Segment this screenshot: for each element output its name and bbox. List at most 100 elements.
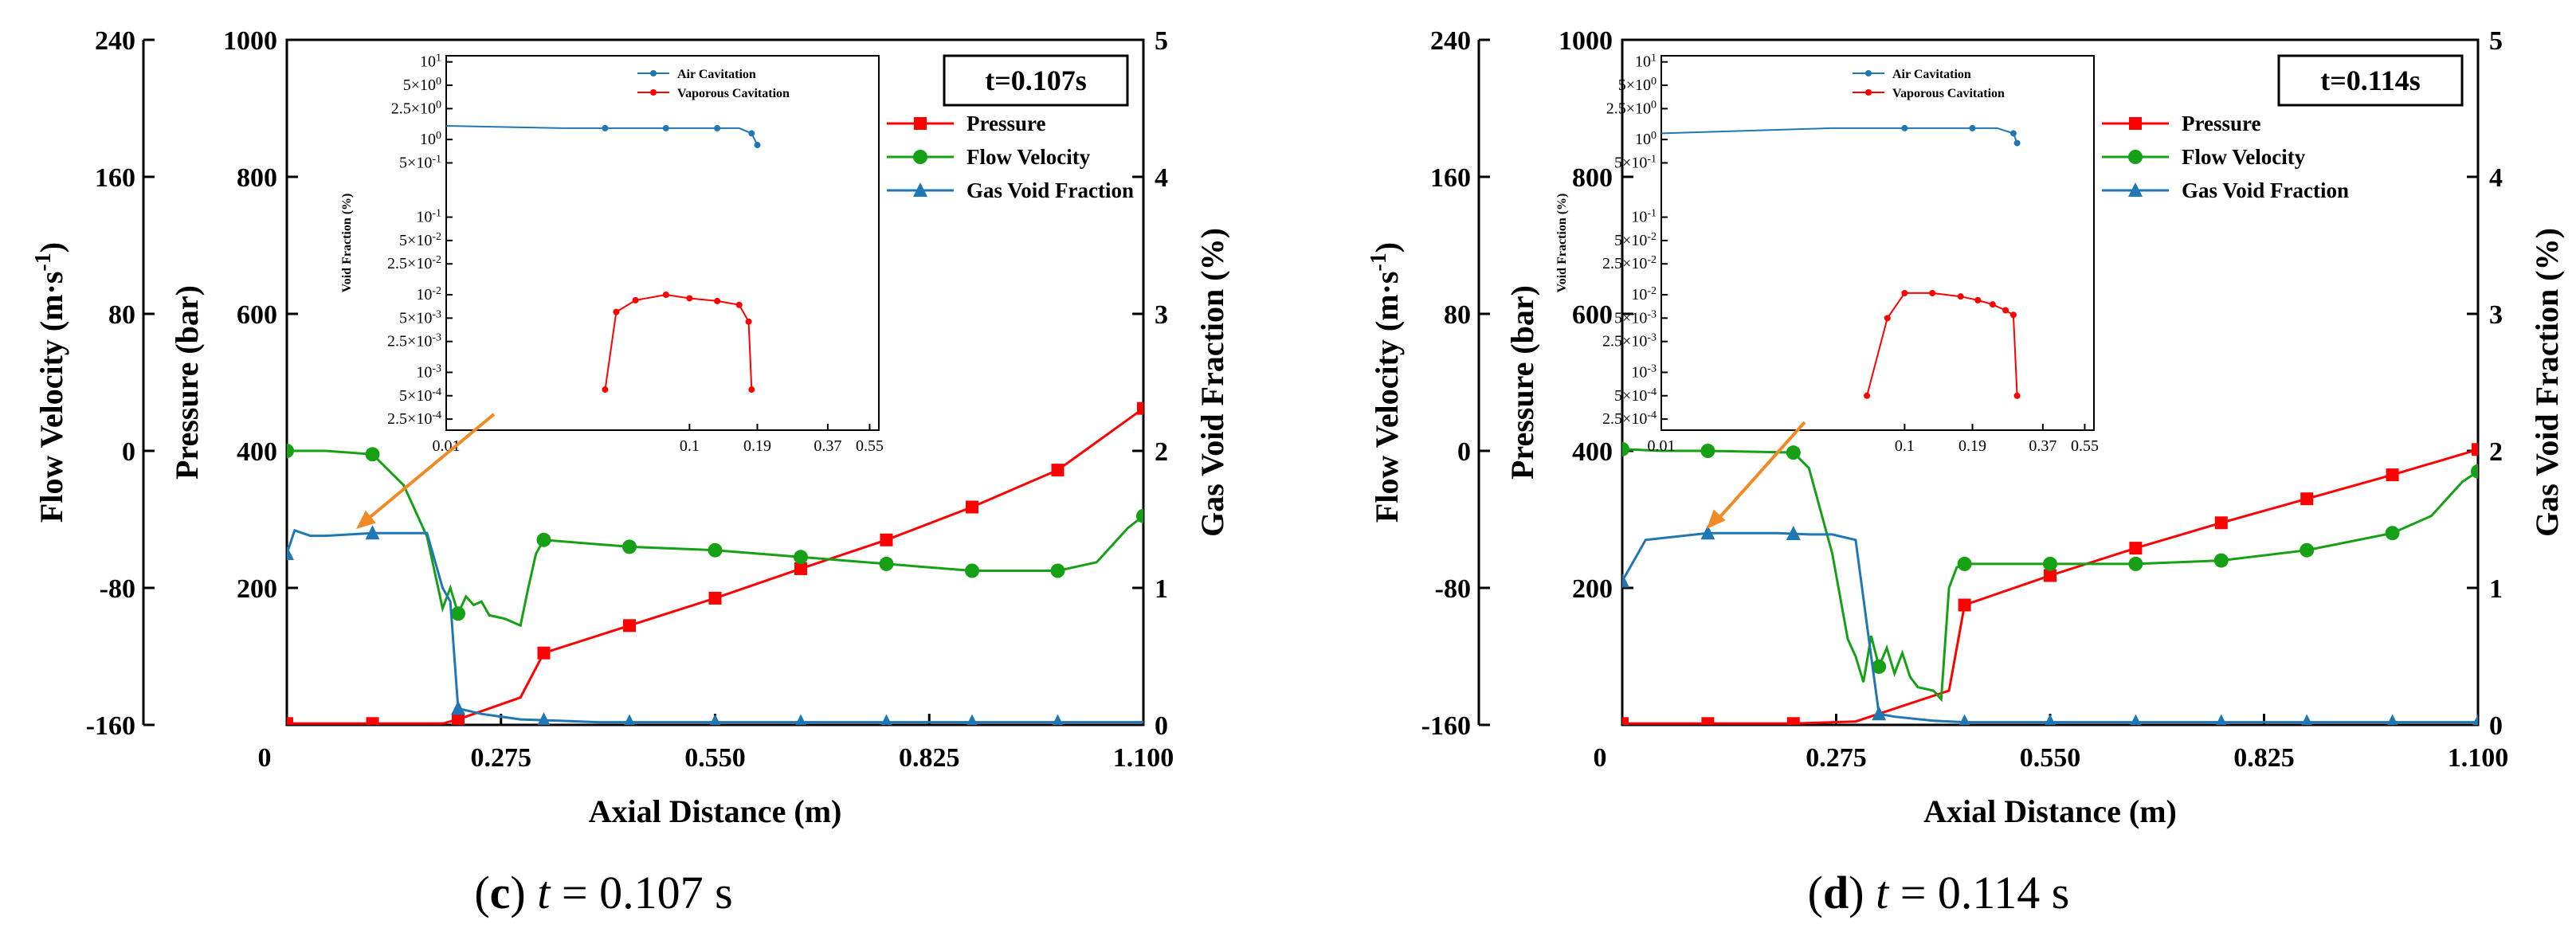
void-marker — [365, 525, 380, 540]
pressure-marker — [287, 717, 293, 725]
inset-data-point — [1989, 301, 1996, 308]
inset-x-tick-label: 0.01 — [1648, 437, 1676, 455]
inset-legend-marker — [1865, 70, 1872, 76]
inset-y-tick-label: 2.5×100 — [1606, 99, 1657, 118]
pressure-marker — [1622, 717, 1629, 725]
velocity-tick-label: -80 — [1435, 574, 1471, 604]
inset-data-point — [714, 297, 721, 304]
inset-x-tick-label: 0.1 — [1895, 437, 1915, 455]
series-line-pressure — [1622, 448, 2478, 725]
inset-y-tick-label: 10-1 — [416, 207, 441, 226]
velocity-tick-label: 160 — [1430, 163, 1471, 193]
velocity-tick-label: 240 — [1430, 26, 1471, 56]
x-tick-label: 0 — [258, 743, 272, 773]
pressure-marker — [1701, 717, 1715, 725]
pressure-marker — [708, 591, 722, 605]
inset-x-tick-label: 0.37 — [2029, 437, 2056, 455]
void-tick-label: 0 — [1155, 711, 1168, 741]
inset-x-tick-label: 0.1 — [680, 437, 700, 455]
velocity-marker — [2128, 556, 2143, 571]
inset-data-point — [613, 308, 620, 315]
velocity-marker — [1786, 445, 1801, 460]
void-tick-label: 1 — [1155, 574, 1168, 604]
x-tick-label: 0.825 — [899, 743, 960, 773]
inset-data-point — [686, 295, 693, 302]
legend-marker — [914, 117, 927, 130]
velocity-axis-title: Flow Velocity (m·s-1) — [31, 242, 70, 523]
pressure-marker — [1137, 401, 1143, 415]
velocity-tick-label: -80 — [100, 574, 135, 604]
inset-y-tick-label: 2.5×100 — [391, 99, 441, 118]
pressure-marker — [794, 562, 807, 575]
inset-x-tick-label: 0.37 — [814, 437, 841, 455]
pressure-marker — [366, 717, 379, 725]
pressure-marker — [2472, 443, 2478, 456]
velocity-marker — [536, 532, 551, 547]
inset-series-line — [1866, 292, 2018, 397]
velocity-marker — [2471, 464, 2478, 479]
inset-y-tick-label: 10-3 — [416, 362, 441, 382]
velocity-tick-label: 0 — [1457, 437, 1471, 467]
inset-y-tick-label: 101 — [1635, 52, 1657, 71]
inset-x-tick-label: 0.19 — [1958, 437, 1986, 455]
pressure-marker — [880, 533, 893, 546]
time-label: t=0.107s — [985, 65, 1087, 96]
void-tick-label: 4 — [2489, 163, 2503, 193]
legend: Pressure Flow Velocity Gas Void Fraction — [2102, 112, 2349, 202]
void-marker — [1622, 573, 1629, 588]
velocity-marker — [1136, 508, 1143, 523]
velocity-marker — [879, 556, 894, 571]
void-marker — [709, 714, 721, 725]
inset-y-tick-label: 10-1 — [1631, 207, 1657, 226]
pressure-marker — [1786, 717, 1800, 725]
time-label-box: t=0.114s — [2277, 54, 2464, 107]
series-line-velocity — [1622, 448, 2478, 703]
velocity-marker — [2300, 542, 2315, 558]
inset-data-point — [735, 301, 743, 308]
velocity-marker — [451, 606, 465, 621]
pressure-marker — [1958, 598, 1971, 612]
velocity-marker — [1622, 441, 1629, 456]
inset-x-tick-label: 0.55 — [856, 437, 884, 455]
void-marker — [966, 714, 978, 725]
void-marker — [1872, 706, 1887, 721]
inset-y-tick-label: 10-2 — [416, 285, 441, 304]
inset-data-point — [745, 318, 752, 325]
void-marker — [795, 714, 806, 725]
inset-data-point — [748, 386, 755, 394]
inset-data-point — [748, 130, 755, 137]
x-axis-title: Axial Distance (m) — [1923, 793, 2177, 829]
inset-data-point — [602, 124, 609, 131]
inset-x-tick-label: 0.01 — [433, 437, 461, 455]
inset-data-point — [1901, 289, 1908, 296]
inset-x-tick-label: 0.55 — [2071, 437, 2099, 455]
inset-frame — [445, 55, 880, 431]
inset-data-point — [2009, 311, 2017, 319]
void-tick-label: 5 — [2489, 26, 2503, 56]
inset-y-tick-label: 2.5×10-2 — [387, 254, 441, 273]
inset-data-point — [662, 292, 669, 299]
inset-y-tick-label: 5×10-2 — [1614, 230, 1657, 249]
legend-label: Pressure — [2182, 112, 2260, 135]
velocity-marker — [622, 539, 637, 554]
velocity-marker — [1872, 659, 1887, 674]
legend-label: Flow Velocity — [2182, 145, 2306, 169]
void-marker — [880, 714, 892, 725]
pressure-marker — [2300, 492, 2314, 506]
pressure-tick-label: 200 — [1572, 574, 1613, 604]
inset-data-point — [1974, 296, 1982, 304]
inset-y-tick-label: 5×100 — [1618, 76, 1657, 95]
void-tick-label: 3 — [2489, 300, 2503, 330]
velocity-tick-label: -160 — [1421, 711, 1471, 741]
inset-y-tick-label: 5×10-3 — [399, 308, 441, 327]
velocity-tick-label: 240 — [95, 26, 135, 56]
callout-arrow — [1716, 421, 1806, 521]
void-marker — [2386, 714, 2398, 725]
legend-marker — [2129, 117, 2142, 130]
pressure-tick-label: 1000 — [1559, 26, 1613, 56]
inset-data-point — [2002, 307, 2009, 314]
pressure-tick-label: 400 — [237, 437, 277, 467]
series-pressure — [1622, 443, 2478, 725]
velocity-marker — [2385, 526, 2400, 541]
